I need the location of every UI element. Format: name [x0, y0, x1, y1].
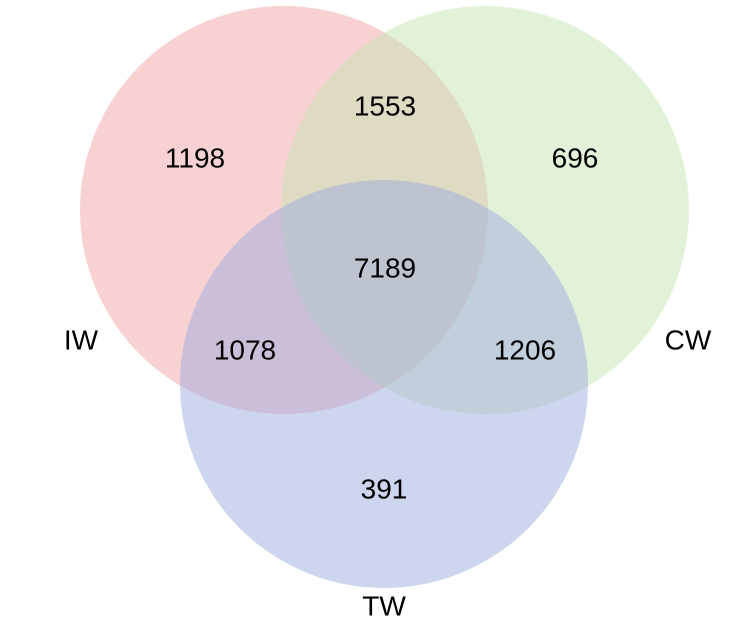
- set-label-cw: CW: [665, 325, 712, 356]
- count-iw-only: 1198: [165, 143, 225, 174]
- set-label-tw: TW: [362, 591, 406, 622]
- count-cw-only: 696: [552, 143, 599, 174]
- count-iw-cw: 1553: [354, 91, 416, 122]
- count-tw-only: 391: [361, 474, 408, 505]
- set-label-iw: IW: [64, 325, 99, 356]
- set-circle-tw: [180, 180, 588, 588]
- count-cw-tw: 1206: [494, 335, 556, 366]
- count-all-three: 7189: [354, 253, 416, 284]
- count-iw-tw: 1078: [214, 335, 276, 366]
